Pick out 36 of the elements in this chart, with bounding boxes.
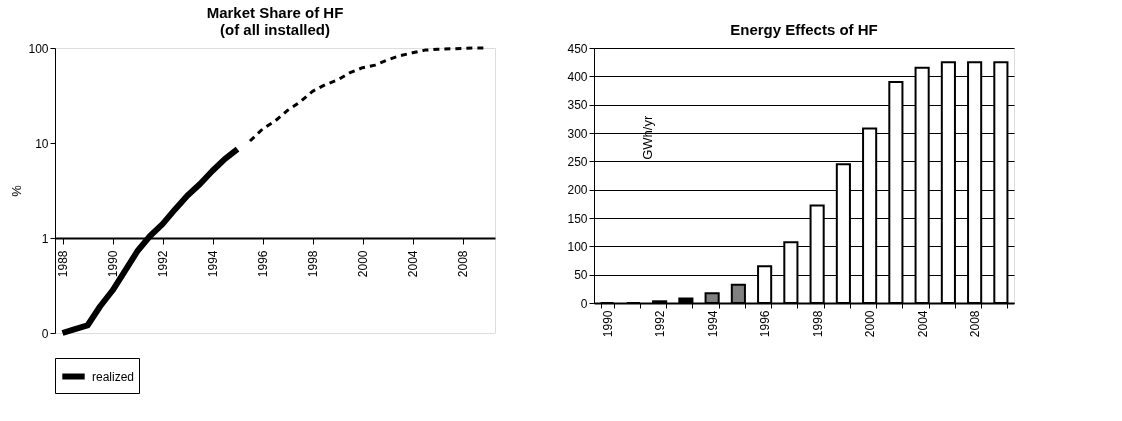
x-tick-label: 2004 [915, 310, 930, 338]
chart-title: Energy Effects of HF [730, 21, 878, 38]
x-tick-label: 1994 [705, 310, 720, 338]
x-tick-label: 1992 [156, 250, 170, 278]
y-tick-label: 350 [567, 98, 588, 113]
y-tick-label: 200 [567, 183, 588, 198]
y-tick-label: 1 [41, 231, 49, 246]
x-tick-label: 1994 [206, 250, 220, 278]
x-tick-label: 1998 [306, 250, 320, 278]
legend-label: realized [92, 369, 135, 384]
y-tick-label: 450 [567, 41, 588, 56]
x-tick-label: 1996 [758, 310, 773, 338]
y-tick-label: 400 [567, 69, 588, 84]
y-tick-label: 100 [567, 239, 588, 254]
x-tick-label: 1988 [56, 250, 70, 278]
x-tick-label: 1990 [106, 250, 120, 278]
x-tick-label: 1992 [653, 310, 668, 338]
x-tick-label: 2000 [356, 250, 370, 278]
y-tick-label: 50 [574, 268, 588, 283]
y-axis-title: % [9, 184, 25, 197]
x-tick-label: 1998 [810, 310, 825, 338]
y-tick-label: 250 [567, 154, 588, 169]
x-tick-label: 1996 [256, 250, 270, 278]
x-tick-label: 2008 [456, 250, 470, 278]
x-tick-label: 2008 [968, 310, 983, 338]
y-tick-label: 300 [567, 126, 588, 141]
y-tick-label: 100 [28, 41, 49, 56]
x-tick-label: 2004 [406, 250, 420, 278]
y-axis-title: GWh/yr [639, 115, 655, 160]
y-tick-label: 0 [41, 326, 49, 341]
x-tick-label: 2000 [863, 310, 878, 338]
y-tick-label: 0 [580, 296, 588, 311]
x-tick-label: 1990 [600, 310, 615, 338]
y-tick-label: 10 [35, 136, 49, 151]
chart-title: Market Share of HF (of all installed) [206, 4, 344, 38]
y-tick-label: 150 [567, 211, 588, 226]
